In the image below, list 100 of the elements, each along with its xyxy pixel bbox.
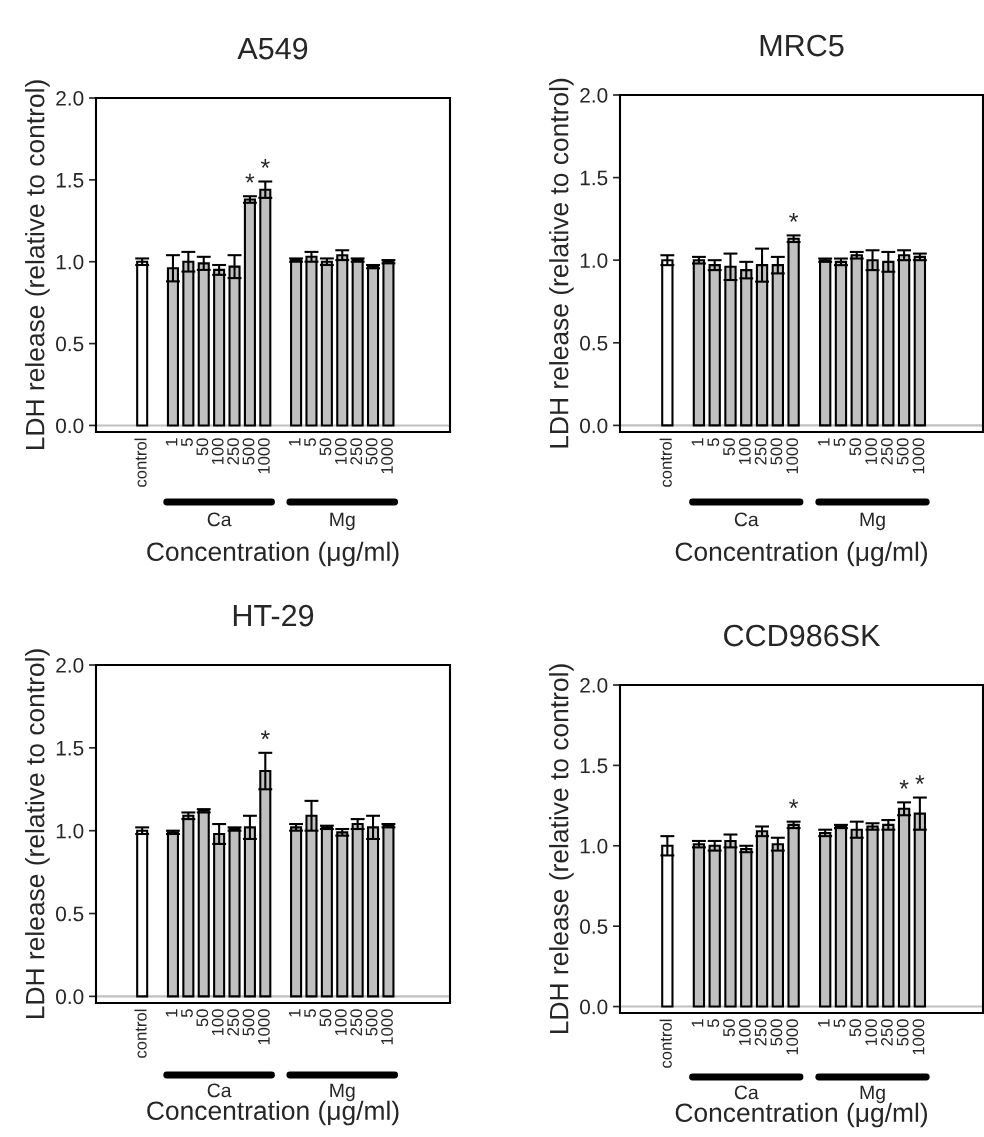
- x-tick-label: 500: [365, 1009, 378, 1036]
- x-tick-label: 250: [754, 1019, 767, 1046]
- x-tick-label: 1: [165, 1009, 178, 1017]
- x-tick-label: 5: [707, 438, 720, 447]
- y-tick-label: 1.5: [56, 173, 84, 188]
- y-tick-label: 0.0: [56, 989, 84, 1005]
- x-tick-label: 50: [319, 1009, 332, 1027]
- x-tick-label: 50: [723, 1019, 735, 1037]
- x-tick-label: 250: [754, 438, 767, 465]
- y-tick-label: 0.5: [580, 919, 608, 934]
- text: Ca: [207, 1083, 232, 1098]
- y-tick-label: 2.0: [56, 658, 84, 673]
- x-tick-label: 1: [165, 438, 178, 446]
- x-tick-label: 1: [691, 1019, 704, 1027]
- x-tick-label: control: [134, 438, 147, 487]
- data-label: *: [899, 779, 909, 789]
- x-tick-label: 500: [365, 438, 378, 465]
- y-tick-label: 1.0: [56, 823, 84, 839]
- x-tick-label: 250: [350, 1009, 363, 1036]
- x-tick-label: 1: [288, 438, 301, 446]
- y-tick-label: 2.0: [580, 88, 608, 103]
- x-tick-label: 50: [849, 438, 862, 456]
- text: Ca: [734, 512, 759, 527]
- data-label: *: [789, 799, 799, 809]
- y-tick-label: 1.0: [56, 254, 84, 270]
- chart-title: A549: [237, 37, 308, 60]
- x-tick-label: 100: [334, 438, 347, 465]
- x-tick-label: 100: [865, 1019, 877, 1046]
- x-tick-label: control: [659, 1019, 672, 1068]
- y-tick-label: 2.0: [580, 678, 608, 693]
- data-label: *: [260, 730, 270, 740]
- x-tick-label: control: [134, 1009, 147, 1058]
- y-tick-label: 1.5: [56, 741, 84, 756]
- x-tick-label: control: [659, 438, 672, 487]
- x-tick-label: 100: [865, 438, 877, 465]
- y-tick-label: 0.0: [56, 418, 84, 434]
- x-tick-label: 5: [304, 438, 316, 447]
- x-axis-title: Concentration (μg/ml): [147, 541, 399, 567]
- y-tick-label: 2.0: [56, 91, 84, 106]
- x-tick-label: 50: [849, 1019, 862, 1037]
- x-tick-label: 250: [880, 1019, 893, 1046]
- text: Ca: [734, 1085, 759, 1100]
- x-tick-label: 100: [738, 438, 751, 465]
- x-tick-label: 250: [227, 1009, 239, 1036]
- x-tick-label: 50: [196, 1009, 209, 1027]
- y-axis-title: LDH release (relative to control): [549, 664, 574, 1034]
- x-tick-label: 1: [818, 1019, 830, 1027]
- x-tick-label: 1000: [257, 438, 270, 474]
- y-tick-label: 0.0: [580, 999, 608, 1015]
- x-tick-label: 1000: [381, 438, 393, 474]
- x-tick-label: 5: [304, 1009, 316, 1018]
- text: Mg: [860, 1085, 885, 1104]
- x-tick-label: 1000: [912, 438, 925, 474]
- x-tick-label: 500: [896, 1019, 909, 1046]
- x-tick-label: 250: [880, 438, 893, 465]
- x-tick-label: 500: [896, 438, 909, 465]
- x-axis-title: Concentration (μg/ml): [675, 541, 927, 567]
- chart-title: CCD986SK: [724, 624, 881, 647]
- data-label: *: [915, 775, 925, 784]
- x-axis-title: Concentration (μg/ml): [675, 1102, 927, 1128]
- y-tick-label: 1.0: [580, 253, 608, 268]
- x-tick-label: 500: [770, 1019, 783, 1046]
- x-tick-label: 5: [833, 438, 846, 447]
- x-tick-label: 250: [227, 438, 239, 465]
- x-tick-label: 1: [818, 438, 830, 446]
- y-tick-label: 0.0: [580, 418, 608, 434]
- x-tick-label: 1000: [786, 1019, 799, 1055]
- x-tick-label: 500: [242, 1009, 255, 1036]
- x-tick-label: 100: [334, 1009, 347, 1036]
- text: Mg: [860, 512, 885, 531]
- x-tick-label: 5: [707, 1019, 720, 1028]
- x-tick-label: 1000: [786, 438, 799, 474]
- data-label: *: [260, 159, 270, 168]
- x-tick-label: 1000: [257, 1009, 270, 1045]
- x-tick-label: 100: [211, 438, 224, 465]
- x-tick-label: 1000: [381, 1009, 393, 1045]
- y-tick-label: 1.0: [580, 838, 608, 854]
- y-tick-label: 0.5: [56, 906, 84, 922]
- x-tick-label: 50: [723, 438, 735, 456]
- y-axis-title: LDH release (relative to control): [25, 80, 50, 450]
- x-tick-label: 5: [833, 1019, 846, 1028]
- text: Ca: [207, 512, 232, 527]
- x-tick-label: 5: [181, 438, 193, 447]
- x-tick-label: 50: [319, 438, 332, 456]
- y-axis-title: LDH release (relative to control): [549, 78, 574, 448]
- y-tick-label: 0.5: [580, 335, 608, 351]
- x-tick-label: 100: [738, 1019, 751, 1046]
- y-axis-title: LDH release (relative to control): [25, 649, 50, 1019]
- text: Mg: [330, 1083, 355, 1102]
- chart-title: MRC5: [760, 34, 844, 57]
- x-tick-label: 50: [196, 438, 209, 456]
- x-tick-label: 1: [288, 1009, 301, 1017]
- x-tick-label: 1: [691, 438, 704, 446]
- y-tick-label: 1.5: [580, 170, 608, 186]
- x-tick-label: 5: [181, 1009, 193, 1018]
- text: Mg: [330, 512, 355, 531]
- x-tick-label: 250: [350, 438, 363, 465]
- y-tick-label: 1.5: [580, 758, 608, 774]
- x-tick-label: 500: [242, 438, 255, 465]
- x-tick-label: 500: [770, 438, 783, 465]
